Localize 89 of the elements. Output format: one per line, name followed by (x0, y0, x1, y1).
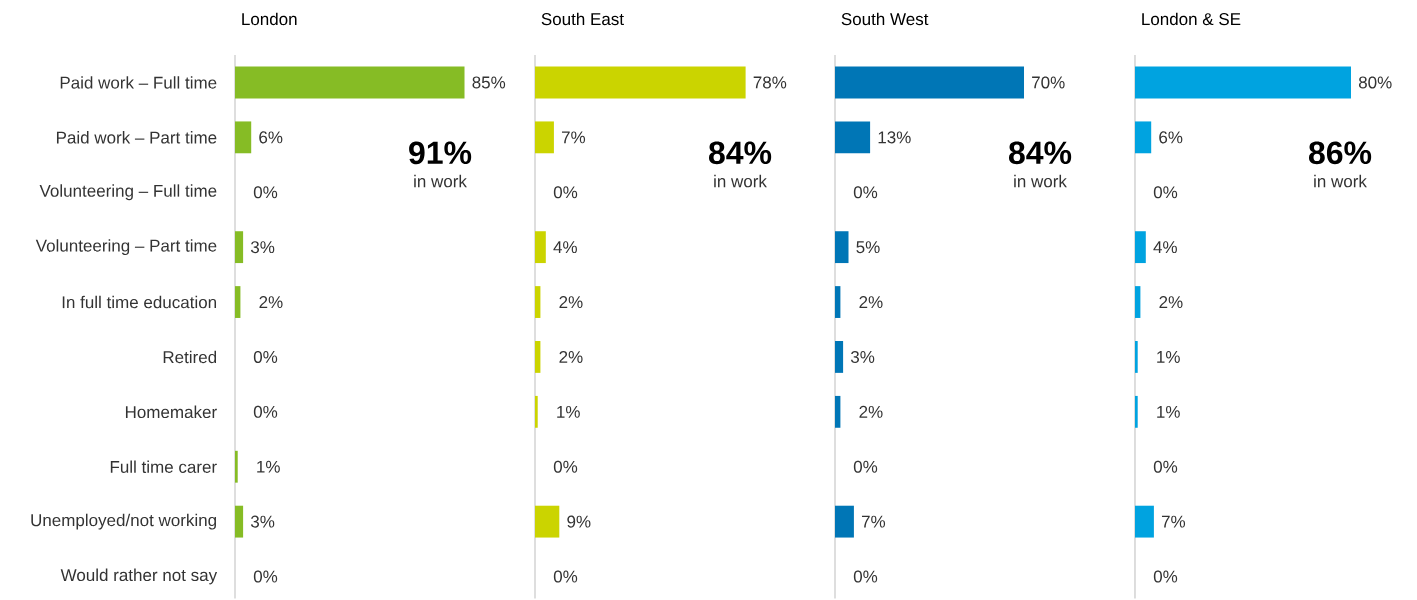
data-label: 1% (1157, 351, 1180, 363)
data-label: 2% (259, 296, 283, 309)
chart-title: South West (841, 12, 929, 26)
y-tick-label: Full time carer (110, 460, 217, 473)
annotation: in work (714, 174, 767, 188)
data-label: 3% (250, 241, 275, 254)
annotation: 91% (409, 141, 472, 165)
data-label: 5% (856, 241, 880, 254)
bar (835, 395, 841, 428)
annotation: 84% (1009, 141, 1072, 165)
bar (1135, 341, 1138, 373)
data-label: 0% (253, 186, 278, 199)
data-label: 0% (853, 460, 878, 473)
data-label: 2% (859, 405, 883, 418)
data-label: 0% (553, 186, 578, 199)
y-tick-label: Unemployed/not working (31, 513, 216, 530)
y-tick-label: In full time education (62, 295, 216, 309)
bar (535, 341, 541, 373)
y-tick-label: Homemaker (125, 405, 217, 419)
data-label: 80% (1358, 76, 1392, 89)
bar (1135, 395, 1138, 428)
bar (535, 231, 546, 264)
data-label: 78% (753, 76, 787, 89)
data-label: 2% (559, 296, 583, 309)
bar (835, 121, 871, 154)
bar (235, 505, 244, 538)
annotation: in work (414, 174, 467, 188)
bar (835, 66, 1025, 99)
bar (535, 66, 746, 99)
data-label: 0% (253, 350, 278, 363)
data-label: 0% (1153, 460, 1178, 473)
y-tick-label: Volunteering – Full time (39, 184, 217, 201)
data-label: 0% (253, 570, 278, 583)
data-label: 7% (861, 515, 886, 528)
chart-title: London (242, 12, 297, 26)
data-label: 1% (257, 460, 280, 473)
bar (235, 450, 238, 483)
data-label: 3% (850, 350, 875, 363)
data-label: 0% (553, 460, 578, 473)
data-label: 0% (253, 405, 278, 418)
data-label: 2% (1159, 296, 1183, 309)
data-label: 0% (853, 570, 878, 583)
y-tick-label: Would rather not say (60, 568, 218, 585)
data-label: 0% (1153, 186, 1178, 199)
y-tick-label: Retired (163, 350, 217, 364)
data-label: 0% (853, 186, 878, 199)
data-label: 0% (553, 570, 578, 583)
chart-title: South East (541, 12, 624, 26)
data-label: 85% (472, 76, 506, 89)
bar (235, 286, 241, 318)
data-label: 7% (561, 131, 586, 144)
data-label: 4% (553, 241, 577, 254)
data-label: 9% (567, 515, 591, 528)
data-label: 7% (1161, 515, 1186, 528)
data-label: 3% (250, 515, 275, 528)
bar (835, 341, 844, 373)
y-tick-label: Paid work – Full time (60, 76, 217, 89)
data-label: 70% (1032, 76, 1065, 89)
chart-title: London & SE (1142, 12, 1241, 26)
bar (1135, 231, 1146, 264)
bar (535, 121, 554, 154)
data-label: 1% (1157, 405, 1180, 418)
bar (1135, 66, 1351, 99)
annotation: 86% (1308, 141, 1372, 165)
y-tick-label: Volunteering – Part time (35, 239, 217, 256)
annotation: 84% (709, 141, 772, 165)
bar (535, 395, 538, 428)
data-label: 6% (259, 131, 283, 144)
annotation: in work (1014, 174, 1067, 188)
bar (835, 286, 841, 318)
bar (1135, 286, 1141, 318)
bar (1135, 505, 1154, 538)
data-label: 6% (1159, 131, 1183, 144)
bar (1135, 121, 1152, 154)
bar (835, 231, 849, 264)
data-label: 4% (1153, 241, 1177, 254)
bar (235, 121, 252, 154)
bar (235, 66, 465, 99)
data-label: 2% (859, 296, 883, 309)
data-label: 1% (557, 405, 580, 418)
bar (535, 286, 541, 318)
data-label: 13% (878, 131, 911, 144)
data-label: 2% (559, 350, 583, 363)
bar (835, 505, 854, 538)
bar (235, 231, 244, 264)
bar (535, 505, 560, 538)
data-label: 0% (1153, 570, 1178, 583)
y-tick-label: Paid work – Part time (56, 131, 217, 144)
annotation: in work (1314, 174, 1367, 188)
